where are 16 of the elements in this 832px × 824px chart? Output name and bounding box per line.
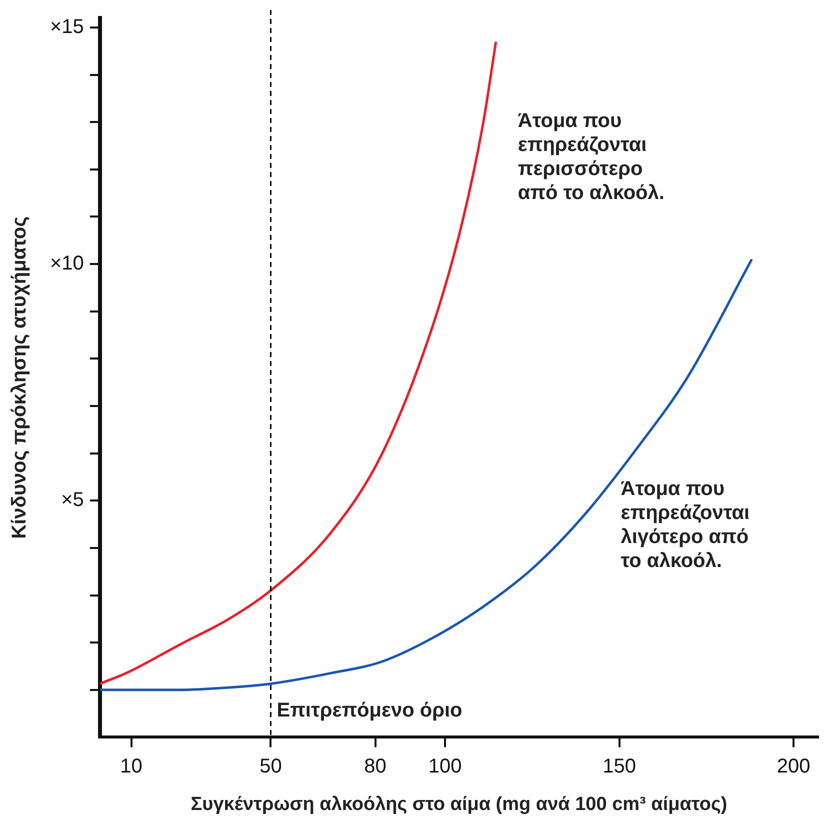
y-tick-label: ×10 xyxy=(50,252,84,275)
y-tick-label: ×15 xyxy=(50,16,84,38)
x-tick-label: 80 xyxy=(364,756,386,778)
ref-line-label: Επιτρεπόμενο όριο xyxy=(276,700,462,722)
x-tick-label: 10 xyxy=(120,756,142,778)
y-axis-title: Κίνδυνος πρόκλησης ατυχήματος xyxy=(8,216,31,539)
line-series xyxy=(100,40,498,685)
x-axis-title: Συγκέντρωση αλκοόλης στο αίμα (mg ανά 100 cm³ αίματος) xyxy=(190,794,728,815)
x-tick-label: 200 xyxy=(776,756,810,778)
series-label: Άτομα που επηρεάζονται περισσότερο από το αλκοόλ. xyxy=(518,110,664,204)
series-label: Άτομα που επηρεάζονται λιγότερο από το αλκοόλ. xyxy=(620,478,750,572)
x-tick-label: 100 xyxy=(428,756,462,778)
x-tick-label: 50 xyxy=(260,756,282,778)
x-tick-label: 150 xyxy=(602,756,636,778)
line-series xyxy=(100,258,754,692)
y-tick-label: ×5 xyxy=(61,489,84,512)
